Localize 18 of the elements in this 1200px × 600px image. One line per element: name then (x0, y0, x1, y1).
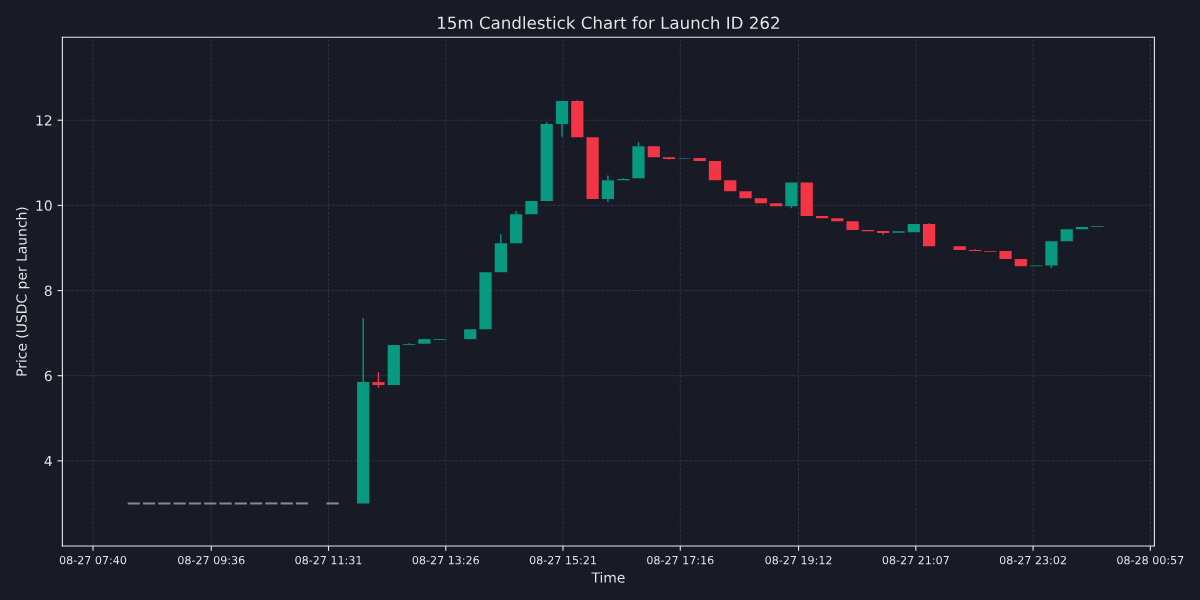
y-tick-label: 6 (44, 370, 52, 382)
x-tick-label: 08-27 19:12 (765, 555, 832, 565)
x-tick-label: 08-27 21:07 (882, 555, 949, 565)
y-tick-label: 8 (44, 285, 52, 297)
x-tick-label: 08-27 23:02 (999, 555, 1066, 565)
x-tick-label: 08-27 17:16 (647, 555, 714, 565)
chart-title: 15m Candlestick Chart for Launch ID 262 (438, 16, 779, 30)
x-axis-title: Time (591, 572, 625, 583)
x-tick-label: 08-27 11:31 (295, 555, 362, 565)
y-tick-label: 4 (44, 456, 52, 467)
y-tick-label: 12 (36, 115, 52, 126)
y-axis-title: Price (USDC per Launch) (16, 207, 30, 376)
x-tick-label: 08-27 09:36 (178, 555, 245, 565)
y-tick-label: 10 (36, 200, 52, 211)
x-tick-label: 08-27 15:21 (529, 555, 596, 565)
x-tick-label: 08-27 07:40 (59, 555, 127, 565)
x-tick-label: 08-27 13:26 (412, 555, 479, 565)
x-tick-label: 08-28 00:57 (1117, 555, 1184, 565)
